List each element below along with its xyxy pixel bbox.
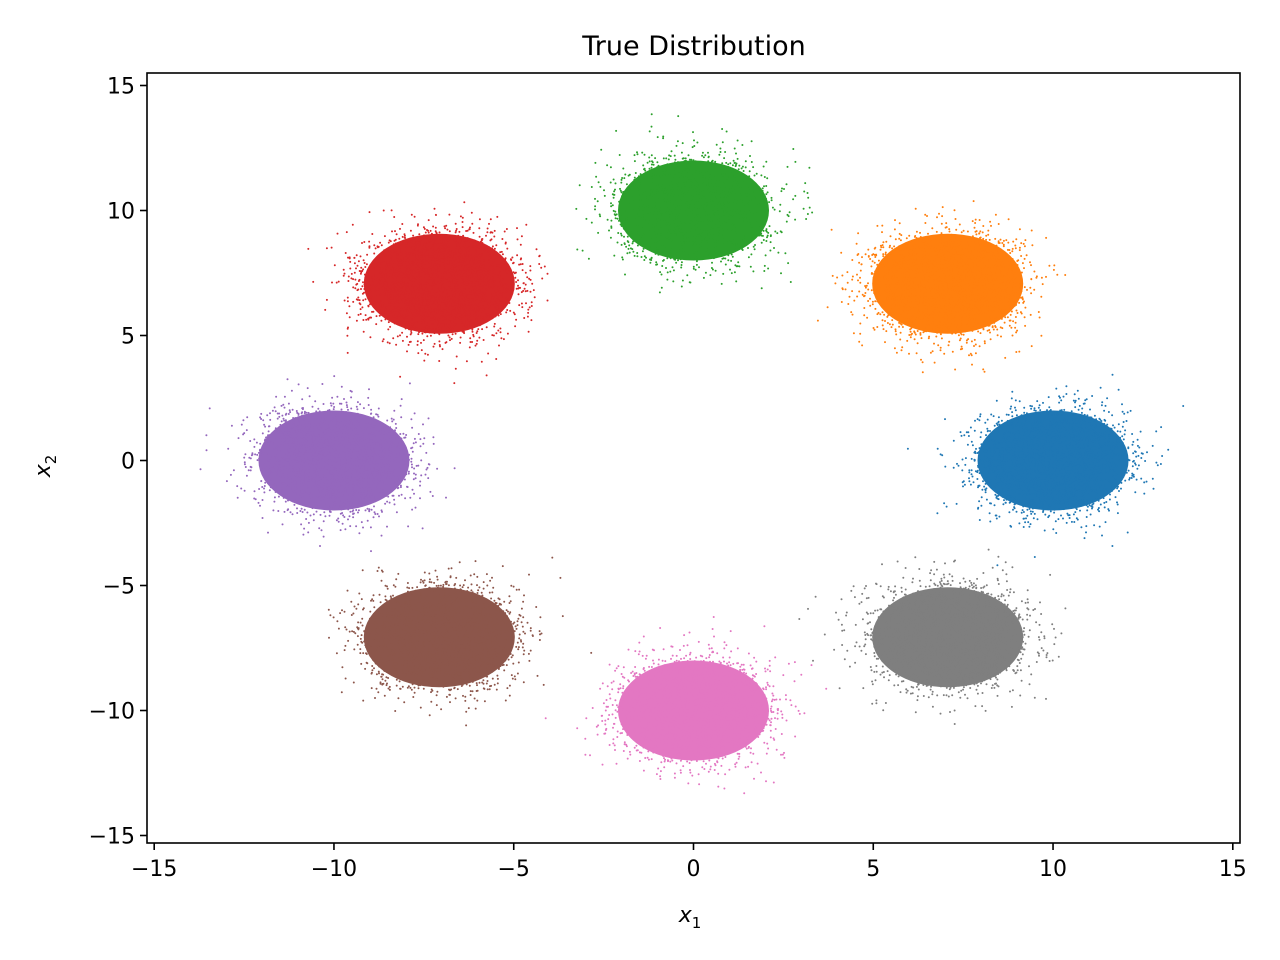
y-tick-label: −15 [89,825,135,850]
cluster-points [199,375,456,553]
x-tick-label: 0 [687,857,701,882]
x-tick-label: 15 [1219,857,1247,882]
plot-area [199,113,1185,795]
cluster-points [798,548,1067,725]
y-tick-label: 15 [107,75,135,100]
cluster-points [307,201,549,385]
cluster-4 [307,201,549,385]
x-tick-label: −5 [498,857,530,882]
cluster-2 [816,200,1067,374]
y-axis: −15 −10 −5 0 5 10 15 [89,75,147,850]
y-tick-label: −10 [89,700,135,725]
y-tick-label: 10 [107,200,135,225]
y-tick-label: 0 [121,450,135,475]
x-tick-label: 10 [1039,857,1067,882]
x-tick-label: −15 [131,857,177,882]
y-tick-label: −5 [103,575,135,600]
x-tick-label: −10 [311,857,357,882]
cluster-7 [544,616,828,795]
cluster-points [816,200,1067,374]
cluster-points [575,113,814,294]
chart-title: True Distribution [581,31,805,62]
x-axis-label: x1 [678,903,702,932]
cluster-8 [798,548,1067,725]
y-axis-label: x2 [31,455,60,479]
cluster-3 [575,113,814,294]
x-axis: −15 −10 −5 0 5 10 15 [131,843,1247,882]
y-tick-label: 5 [121,325,135,350]
cluster-points [544,616,828,795]
x-tick-label: 5 [866,857,880,882]
cluster-points [906,373,1185,567]
cluster-5 [199,375,456,553]
cluster-6 [327,556,593,727]
cluster-points [327,556,593,727]
cluster-1 [906,373,1185,567]
